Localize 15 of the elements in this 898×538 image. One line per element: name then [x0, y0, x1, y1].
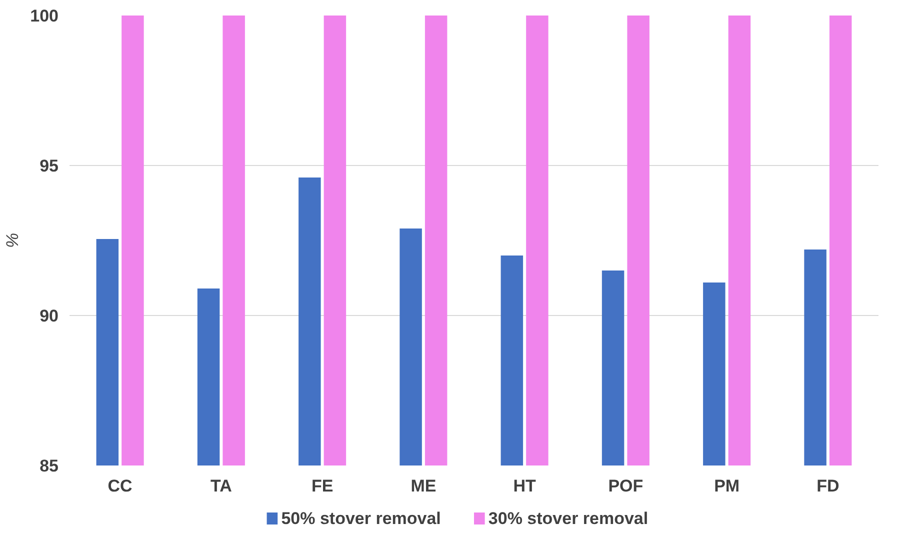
legend-label: 30% stover removal	[488, 509, 648, 528]
x-tick-label: HT	[513, 476, 537, 496]
x-tick-label: CC	[108, 476, 132, 496]
legend-label: 50% stover removal	[281, 509, 441, 528]
x-tick-label: FE	[311, 476, 334, 496]
x-tick-label: TA	[210, 476, 232, 496]
y-tick-label: 90	[40, 306, 59, 326]
x-tick-label: ME	[410, 476, 436, 496]
x-tick-label: FD	[816, 476, 840, 496]
y-tick-label: 100	[30, 6, 59, 26]
y-tick-label: 95	[40, 156, 59, 176]
y-axis-title: %	[3, 232, 22, 248]
y-tick-label: 85	[40, 456, 59, 476]
x-tick-label: POF	[608, 476, 644, 496]
x-tick-label: PM	[714, 476, 740, 496]
